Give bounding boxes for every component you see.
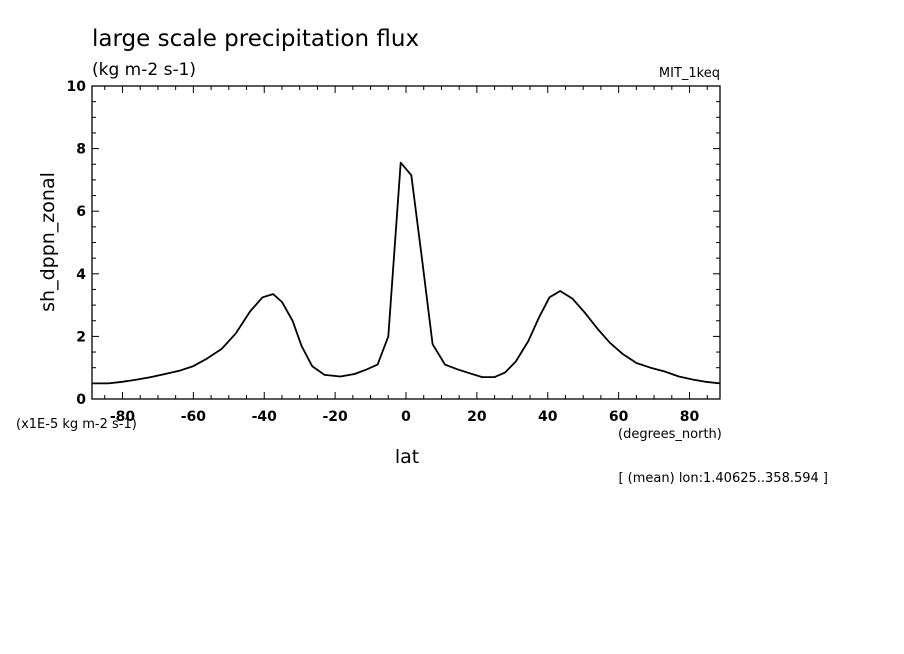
y-tick-labels: 0 2 4 6 8 10 — [67, 79, 87, 408]
experiment-label: MIT_1keq — [659, 66, 720, 81]
y-tick-label: 2 — [76, 329, 86, 345]
y-tick-label: 10 — [67, 79, 87, 95]
x-tick-label: 0 — [401, 409, 411, 425]
chart-title: large scale precipitation flux — [92, 26, 419, 52]
x-tick-label: 20 — [467, 409, 487, 425]
x-tick-labels: -80 -60 -40 -20 0 20 40 60 80 — [110, 409, 700, 425]
longitude-footnote: [ (mean) lon:1.40625..358.594 ] — [618, 471, 828, 486]
y-tick-label: 0 — [76, 392, 86, 408]
y-tick-label: 4 — [76, 267, 86, 283]
y-tick-label: 6 — [76, 204, 86, 220]
units-label: (kg m-2 s-1) — [92, 60, 196, 80]
precipitation-series-line — [92, 161, 721, 385]
x-tick-label: 40 — [538, 409, 558, 425]
x-tick-label: -40 — [252, 409, 278, 425]
scale-note: (x1E-5 kg m-2 s-1) — [16, 417, 137, 432]
x-tick-label: -20 — [322, 409, 348, 425]
y-tick-label: 8 — [76, 142, 86, 158]
x-tick-label: -60 — [181, 409, 207, 425]
x-tick-label: 80 — [680, 409, 700, 425]
x-tick-label: 60 — [609, 409, 629, 425]
x-tick-label: -80 — [110, 409, 136, 425]
plot-frame — [91, 85, 721, 400]
x-units-label: (degrees_north) — [618, 427, 722, 442]
x-axis-label: lat — [395, 446, 419, 468]
y-axis-label: sh_dppn_zonal — [37, 172, 59, 312]
axis-ticks — [92, 86, 720, 399]
